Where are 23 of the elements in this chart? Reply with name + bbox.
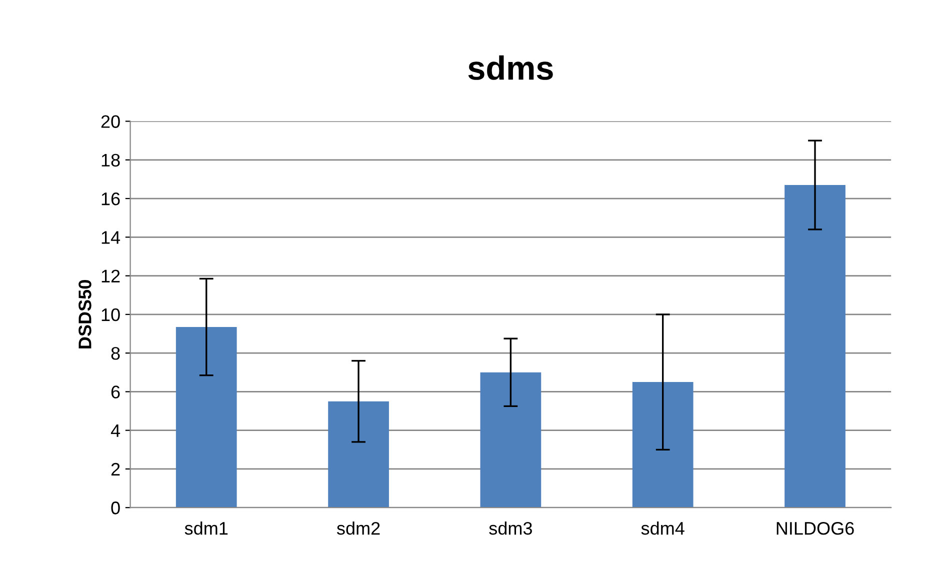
x-tick-label: sdm2 [336,521,380,535]
bar [176,326,237,508]
y-tick-label: 0 [111,502,120,514]
bar [480,372,542,508]
y-tick-label: 10 [102,308,120,322]
y-tick-label: 16 [102,192,120,206]
bar [632,382,694,508]
bar [328,401,389,508]
y-tick-label: 18 [102,154,120,167]
x-tick-label: sdm1 [184,521,228,535]
x-tick-label: sdm4 [641,521,684,535]
y-tick-label: 4 [110,424,120,437]
y-tick-label: 14 [102,231,120,244]
y-tick-label: 6 [111,386,120,398]
y-tick-label: 20 [101,115,120,128]
y-tick-label: 2 [111,462,120,476]
bar [784,185,846,508]
chart-title: sdms [468,55,553,80]
y-axis-title: DSDS50 [78,280,92,348]
x-tick-label: NILDOG6 [776,522,854,535]
x-tick-label: sdm3 [489,521,532,535]
y-tick-label: 8 [111,347,120,360]
y-tick-label: 12 [102,270,120,282]
